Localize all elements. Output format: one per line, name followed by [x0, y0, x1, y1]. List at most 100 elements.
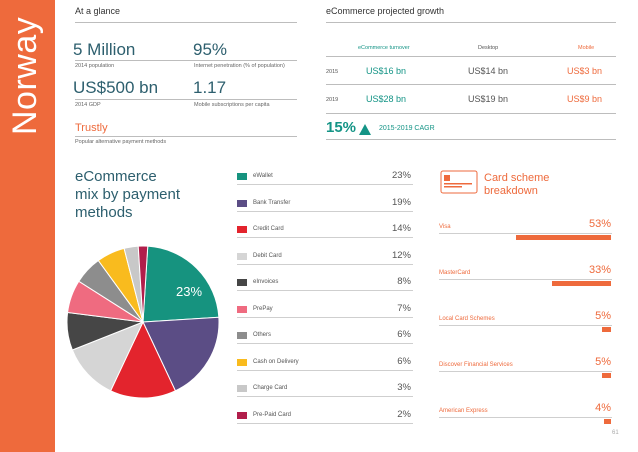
glance-divider [75, 60, 297, 61]
growth-turnover-value: US$28 bn [366, 94, 407, 104]
growth-year: 2015 [326, 69, 339, 75]
internet-value: 95% [193, 40, 228, 59]
growth-divider [326, 56, 616, 57]
legend-label: Charge Card [253, 385, 288, 391]
legend-item: Cash on Delivery 6% [237, 356, 413, 371]
growth-column-turnover: eCommerce turnover [358, 45, 410, 51]
legend-swatch [237, 332, 247, 339]
payment-mix-pie-chart: 23% [66, 245, 220, 399]
up-triangle-icon [359, 124, 371, 135]
card-scheme-bar [515, 235, 611, 240]
growth-divider [326, 139, 616, 140]
legend-label: Cash on Delivery [253, 358, 299, 365]
gdp-value: US$500 bn [73, 78, 159, 97]
card-scheme-value: 5% [595, 356, 611, 368]
card-scheme-item: Visa 53% [439, 218, 612, 234]
card-scheme-label: MasterCard [439, 270, 471, 276]
growth-divider [326, 113, 616, 114]
internet-caption: Internet penetration (% of population) [194, 63, 285, 69]
card-scheme-bar [602, 327, 611, 332]
pie-slice-pre-paid-card [137, 245, 149, 323]
trustly-value: Trustly [75, 122, 108, 134]
legend-value: 7% [397, 302, 411, 314]
pie-slice-ewallet [142, 245, 220, 323]
card-scheme-bar [603, 419, 611, 424]
legend-label: eInvoices [253, 279, 279, 285]
pie-slice-label: 23% [176, 284, 202, 299]
country-title: Norway [6, 16, 44, 135]
legend-swatch [237, 358, 247, 366]
legend-swatch [237, 411, 247, 419]
legend-item: Bank Transfer 19% [237, 197, 413, 212]
legend-swatch [237, 173, 247, 180]
legend-label: Debit Card [253, 252, 282, 259]
growth-column-desktop: Desktop [478, 45, 499, 51]
glance-divider [75, 99, 297, 100]
legend-value: 8% [397, 276, 411, 287]
mobile-value: 1.17 [193, 78, 227, 97]
card-scheme-value: 5% [595, 310, 611, 322]
legend-label: Others [253, 332, 272, 338]
card-scheme-bar [551, 281, 611, 286]
pie-slice-bank-transfer [142, 316, 220, 392]
legend-value: 23% [391, 170, 411, 181]
glance-divider [75, 22, 297, 23]
growth-mobile-value: US$9 bn [567, 94, 603, 104]
legend-item: Debit Card 12% [237, 250, 413, 265]
mobile-caption: Mobile subscriptions per capita [194, 102, 270, 108]
glance-divider [75, 136, 297, 137]
legend-label: eWallet [253, 173, 273, 179]
legend-item: Pre-Paid Card 2% [237, 409, 413, 424]
legend-swatch [237, 385, 247, 392]
legend-swatch [237, 279, 247, 286]
growth-divider [326, 22, 616, 23]
cagr-value: 15% [326, 119, 357, 136]
legend-item: eWallet 23% [237, 170, 413, 185]
growth-desktop-value: US$19 bn [468, 94, 509, 104]
legend-swatch [237, 199, 247, 207]
gdp-caption: 2014 GDP [75, 102, 101, 108]
legend-item: Charge Card 3% [237, 382, 413, 397]
growth-column-mobile: Mobile [578, 45, 595, 51]
card-scheme-item: MasterCard 33% [439, 264, 612, 280]
pie-slice-credit-card [109, 320, 177, 399]
legend-value: 12% [391, 249, 411, 261]
legend-value: 19% [391, 196, 411, 208]
legend-item: Others 6% [237, 329, 413, 344]
legend-value: 6% [397, 329, 411, 340]
card-scheme-item: American Express 4% [439, 402, 612, 418]
population-caption: 2014 population [75, 63, 115, 69]
legend-value: 6% [397, 355, 411, 367]
card-scheme-label: Discover Financial Services [439, 362, 513, 368]
legend-item: PrePay 7% [237, 303, 413, 318]
growth-desktop-value: US$14 bn [468, 66, 509, 76]
legend-value: 14% [391, 223, 411, 234]
card-scheme-label: American Express [439, 408, 488, 414]
card-scheme-label: Visa [439, 224, 451, 230]
mix-title: eCommerce mix by payment methods [75, 168, 180, 222]
card-scheme-label: Local Card Schemes [439, 316, 495, 322]
growth-divider [326, 84, 616, 85]
legend-item: Credit Card 14% [237, 223, 413, 238]
growth-year: 2019 [326, 97, 339, 103]
growth-turnover-value: US$16 bn [366, 66, 407, 76]
page-number: 61 [612, 430, 619, 436]
country-sidebar: Norway [0, 0, 55, 452]
legend-swatch [237, 305, 247, 313]
legend-label: Pre-Paid Card [253, 411, 292, 418]
legend-swatch [237, 226, 247, 233]
growth-heading: eCommerce projected growth [326, 6, 445, 16]
card-scheme-value: 4% [595, 402, 611, 414]
legend-label: Bank Transfer [253, 199, 291, 206]
legend-value: 3% [397, 382, 411, 393]
card-scheme-title-line: Card scheme [484, 172, 550, 184]
mix-title-line: eCommerce [75, 168, 157, 185]
cagr-label: 2015-2019 CAGR [379, 125, 435, 132]
growth-mobile-value: US$3 bn [567, 66, 603, 76]
legend-label: Credit Card [253, 226, 284, 232]
card-scheme-value: 33% [588, 264, 611, 276]
credit-card-icon [440, 170, 478, 194]
card-scheme-item: Local Card Schemes 5% [439, 310, 612, 326]
card-scheme-title: Card scheme breakdown [484, 172, 549, 198]
card-scheme-title-line: breakdown [484, 185, 538, 197]
